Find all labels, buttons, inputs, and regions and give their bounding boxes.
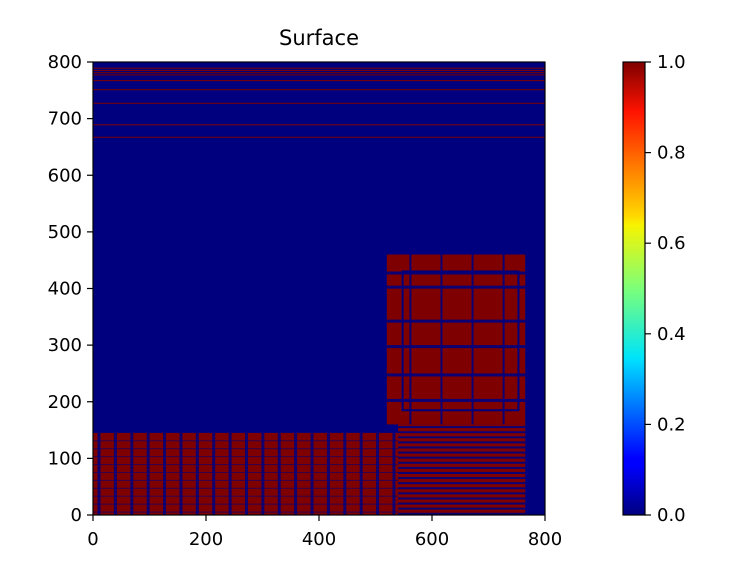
colorbar-gradient bbox=[622, 61, 646, 516]
heatmap-gap bbox=[398, 497, 526, 500]
heatmap-gap bbox=[113, 432, 117, 515]
heatmap-gap bbox=[228, 432, 232, 515]
heatmap-gap bbox=[398, 482, 526, 485]
heatmap-gap bbox=[386, 285, 526, 289]
heatmap-gap bbox=[409, 254, 412, 425]
heatmap-gap bbox=[386, 319, 526, 323]
y-tick-label: 500 bbox=[48, 222, 82, 243]
heatmap-gap bbox=[93, 503, 399, 505]
y-tick-label: 700 bbox=[48, 109, 82, 130]
chart-title: Surface bbox=[279, 26, 359, 50]
heatmap-gap bbox=[93, 479, 399, 481]
heatmap-gap bbox=[398, 477, 526, 480]
heatmap-gap bbox=[440, 254, 443, 425]
x-axis: 0 200 400 600 800 bbox=[87, 515, 562, 550]
heatmap-gap bbox=[398, 436, 526, 439]
x-tick-label: 600 bbox=[415, 529, 449, 550]
heatmap-line bbox=[93, 69, 545, 71]
heatmap-gap bbox=[93, 495, 399, 497]
colorbar-tick-label: 0.2 bbox=[657, 414, 686, 435]
y-axis: 0 100 200 300 400 500 600 700 800 bbox=[48, 52, 93, 526]
heatmap-gap bbox=[398, 466, 526, 469]
heatmap-region bbox=[398, 424, 526, 515]
heatmap-gap bbox=[398, 431, 526, 434]
heatmap-gap bbox=[97, 432, 101, 515]
x-tick-label: 400 bbox=[302, 529, 336, 550]
heatmap-gap bbox=[163, 432, 167, 515]
heatmap-gap bbox=[398, 507, 526, 510]
colorbar-tick-label: 0.6 bbox=[657, 233, 686, 254]
heatmap-gap bbox=[93, 464, 399, 466]
heatmap-gap bbox=[93, 448, 399, 450]
y-tick-label: 400 bbox=[48, 279, 82, 300]
heatmap-gap bbox=[93, 456, 399, 458]
colorbar: 0.0 0.2 0.4 0.6 0.8 1.0 bbox=[622, 52, 686, 526]
heatmap-gap bbox=[398, 512, 526, 515]
heatmap-line bbox=[93, 72, 545, 74]
heatmap-gap bbox=[212, 432, 216, 515]
heatmap-gap bbox=[398, 492, 526, 495]
y-tick-label: 800 bbox=[48, 52, 82, 73]
heatmap-gap bbox=[398, 461, 526, 464]
heatmap-gap bbox=[359, 432, 363, 515]
heatmap-gap bbox=[310, 432, 314, 515]
heatmap-gap bbox=[244, 432, 248, 515]
colorbar-tick-label: 0.0 bbox=[657, 505, 686, 526]
heatmap-gap bbox=[179, 432, 183, 515]
heatmap-gap bbox=[146, 432, 150, 515]
heatmap-line bbox=[93, 89, 545, 91]
y-tick-label: 100 bbox=[48, 448, 82, 469]
heatmap-plot-area bbox=[93, 62, 545, 515]
heatmap-gap bbox=[398, 471, 526, 474]
y-tick-label: 600 bbox=[48, 165, 82, 186]
heatmap-gap bbox=[130, 432, 134, 515]
heatmap-gap bbox=[294, 432, 298, 515]
heatmap-gap bbox=[261, 432, 265, 515]
heatmap-gap bbox=[392, 432, 396, 515]
heatmap-gap bbox=[386, 345, 526, 349]
heatmap-gap bbox=[93, 440, 399, 442]
heatmap-line bbox=[93, 136, 545, 138]
heatmap-gap bbox=[398, 487, 526, 490]
y-tick-label: 200 bbox=[48, 392, 82, 413]
colorbar-tick-label: 1.0 bbox=[657, 52, 686, 73]
heatmap-line bbox=[93, 74, 545, 76]
heatmap-line bbox=[93, 124, 545, 126]
heatmap-gap bbox=[93, 511, 399, 513]
x-tick-label: 800 bbox=[528, 529, 562, 550]
heatmap-gap bbox=[277, 432, 281, 515]
heatmap-gap bbox=[195, 432, 199, 515]
heatmap-gap bbox=[326, 432, 330, 515]
heatmap-gap bbox=[398, 426, 526, 429]
heatmap-line bbox=[93, 67, 545, 69]
heatmap-gap bbox=[398, 456, 526, 459]
heatmap-gap bbox=[386, 398, 526, 402]
x-tick-label: 0 bbox=[87, 529, 98, 550]
colorbar-tick-label: 0.4 bbox=[657, 324, 686, 345]
heatmap-gap bbox=[343, 432, 347, 515]
heatmap-gap bbox=[398, 446, 526, 449]
heatmap-gap bbox=[471, 254, 474, 425]
heatmap-gap bbox=[93, 487, 399, 489]
heatmap-gap bbox=[502, 254, 505, 425]
heatmap-line bbox=[93, 80, 545, 82]
y-tick-label: 300 bbox=[48, 335, 82, 356]
heatmap-gap bbox=[401, 270, 520, 412]
heatmap-gap bbox=[93, 471, 399, 473]
heatmap-gap bbox=[376, 432, 380, 515]
heatmap-gap bbox=[386, 271, 526, 275]
y-tick-label: 0 bbox=[71, 505, 82, 526]
x-tick-label: 200 bbox=[189, 529, 223, 550]
colorbar-axis: 0.0 0.2 0.4 0.6 0.8 1.0 bbox=[645, 52, 686, 526]
heatmap-line bbox=[93, 102, 545, 104]
colorbar-tick-label: 0.8 bbox=[657, 143, 686, 164]
heatmap-gap bbox=[398, 502, 526, 505]
heatmap-gap bbox=[398, 441, 526, 444]
heatmap-gap bbox=[398, 451, 526, 454]
heatmap-gap bbox=[386, 373, 526, 377]
